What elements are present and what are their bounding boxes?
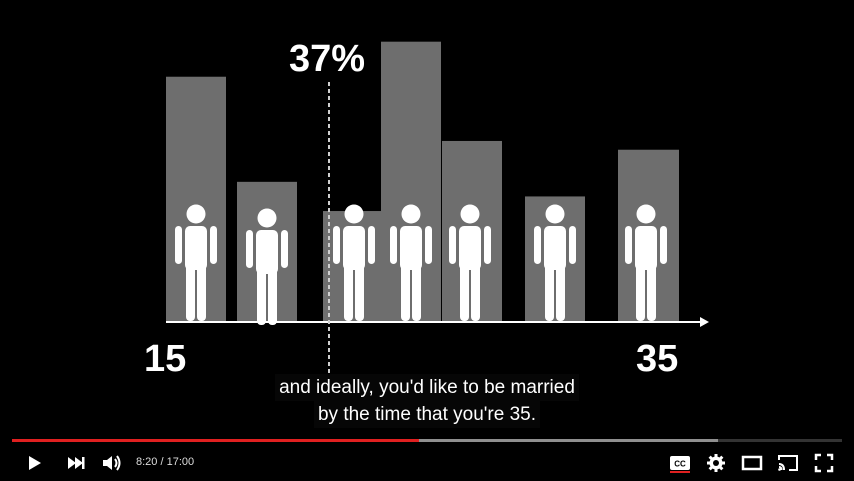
x-axis-start-label: 15 <box>144 338 187 380</box>
settings-button[interactable] <box>704 451 728 475</box>
bar-0 <box>166 76 226 322</box>
theater-mode-icon <box>741 455 763 471</box>
time-display: 8:20 / 17:00 <box>136 456 195 468</box>
subtitles-button[interactable]: CC <box>668 451 692 475</box>
person-icon <box>625 204 667 321</box>
caption-box: and ideally, you'd like to be married by… <box>0 374 854 428</box>
control-bar: 8:20 / 17:00 CC <box>0 444 854 481</box>
person-icon <box>333 204 375 321</box>
person-group <box>175 204 667 325</box>
person-icon <box>534 204 576 321</box>
person-icon <box>175 204 217 321</box>
caption-line-2: by the time that you're 35. <box>313 401 541 428</box>
person-icon <box>390 204 432 321</box>
bar-group <box>166 41 679 323</box>
x-axis-arrow <box>700 317 709 327</box>
settings-icon <box>707 454 725 472</box>
fullscreen-button[interactable] <box>812 451 836 475</box>
subtitles-icon: CC <box>670 456 690 470</box>
next-button[interactable] <box>64 451 88 475</box>
next-icon <box>68 457 85 469</box>
volume-button[interactable] <box>100 451 124 475</box>
bar-3 <box>381 41 441 323</box>
cast-icon <box>778 455 798 471</box>
person-icon <box>449 204 491 321</box>
person-icon <box>246 208 288 325</box>
x-axis-end-label: 35 <box>636 338 679 380</box>
play-button[interactable] <box>22 451 46 475</box>
cast-button[interactable] <box>776 451 800 475</box>
progress-bar[interactable] <box>12 439 842 442</box>
theater-mode-button[interactable] <box>740 451 764 475</box>
marker-percent-label: 37% <box>289 38 366 80</box>
fullscreen-icon <box>814 453 834 473</box>
cc-text: CC <box>674 460 686 469</box>
play-icon <box>29 456 41 470</box>
caption-line-1: and ideally, you'd like to be married <box>275 374 579 401</box>
subtitles-active-underline <box>670 471 690 473</box>
chart-canvas <box>166 41 709 376</box>
progress-played <box>12 439 419 442</box>
volume-icon <box>103 455 121 471</box>
